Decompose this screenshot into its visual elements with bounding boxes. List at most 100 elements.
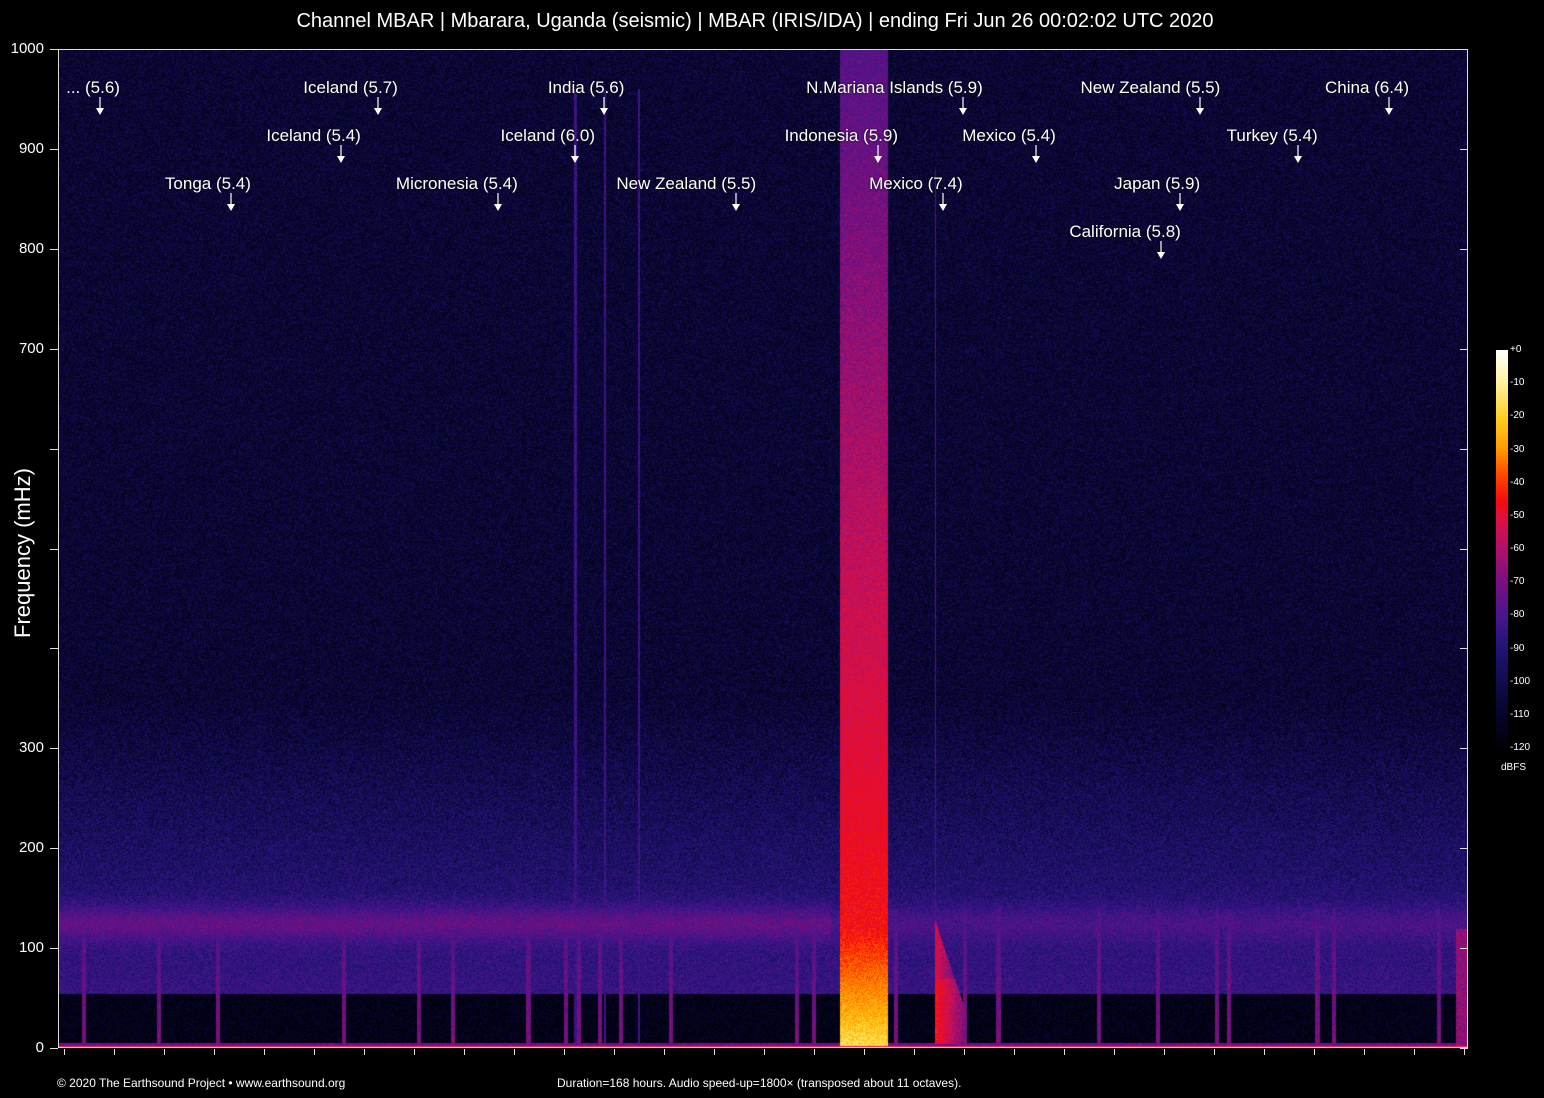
event-arrow-icon bbox=[1031, 145, 1040, 163]
x-tick bbox=[1263, 1049, 1265, 1055]
event-arrow-icon bbox=[336, 145, 345, 163]
colorbar bbox=[1496, 350, 1508, 748]
event-arrow-icon bbox=[493, 193, 502, 211]
x-tick bbox=[1163, 1049, 1165, 1055]
colorbar-tick-label: +0 bbox=[1510, 344, 1522, 355]
y-tick-right bbox=[1460, 548, 1468, 550]
y-tick-right bbox=[1460, 1048, 1468, 1049]
event-arrow-icon bbox=[1293, 145, 1302, 163]
x-tick bbox=[1113, 1049, 1115, 1055]
x-tick bbox=[1313, 1049, 1315, 1055]
x-tick bbox=[663, 1049, 665, 1055]
y-tick-right bbox=[1460, 648, 1468, 650]
y-tick-label: 1000 bbox=[10, 40, 44, 57]
event-arrow-icon bbox=[1176, 193, 1185, 211]
y-tick bbox=[50, 448, 58, 450]
x-tick bbox=[813, 1049, 815, 1055]
colorbar-tick-label: -20 bbox=[1510, 410, 1525, 422]
y-tick bbox=[50, 848, 58, 850]
colorbar-tick-label: -50 bbox=[1510, 509, 1525, 521]
x-tick bbox=[1063, 1049, 1065, 1055]
y-tick-right bbox=[1460, 49, 1468, 50]
x-tick bbox=[63, 1049, 65, 1055]
y-tick bbox=[50, 49, 58, 50]
colorbar-tick-label: -30 bbox=[1510, 443, 1525, 455]
event-arrow-icon bbox=[958, 97, 967, 115]
duration-info: Duration=168 hours. Audio speed-up=1800×… bbox=[557, 1076, 962, 1090]
x-tick bbox=[563, 1049, 565, 1055]
event-label: ... (5.6) bbox=[66, 78, 120, 97]
event-arrow-icon bbox=[1196, 97, 1205, 115]
event-arrow-icon bbox=[938, 193, 947, 211]
event-label: Japan (5.9) bbox=[1114, 174, 1201, 193]
y-tick-label: 200 bbox=[18, 839, 44, 857]
y-tick-right bbox=[1460, 748, 1468, 750]
x-tick bbox=[463, 1049, 465, 1055]
event-label: Iceland (6.0) bbox=[500, 126, 596, 145]
x-tick bbox=[513, 1049, 515, 1055]
event-label: New Zealand (5.5) bbox=[1080, 78, 1221, 97]
event-label: Iceland (5.4) bbox=[266, 126, 361, 145]
colorbar-tick-label: -120 bbox=[1510, 742, 1531, 753]
event-label: Iceland (5.7) bbox=[303, 78, 398, 97]
event-label: Tonga (5.4) bbox=[164, 174, 251, 193]
y-tick bbox=[50, 248, 58, 250]
y-tick bbox=[50, 348, 58, 350]
x-tick bbox=[1363, 1049, 1365, 1055]
x-tick bbox=[1013, 1049, 1015, 1055]
y-tick-right bbox=[1460, 148, 1468, 150]
event-arrow-icon bbox=[732, 193, 741, 211]
x-tick bbox=[313, 1049, 315, 1055]
y-tick-right bbox=[1460, 848, 1468, 850]
y-tick-label: 800 bbox=[18, 239, 44, 257]
y-tick-label: 100 bbox=[18, 939, 44, 957]
colorbar-tick-label: -60 bbox=[1510, 543, 1525, 554]
event-arrow-icon bbox=[226, 193, 235, 211]
y-tick-right bbox=[1460, 948, 1468, 950]
y-tick bbox=[50, 548, 58, 550]
y-tick-label: 900 bbox=[18, 139, 44, 157]
event-label: Mexico (7.4) bbox=[869, 174, 963, 193]
event-label: China (6.4) bbox=[1325, 78, 1410, 97]
y-tick-right bbox=[1460, 348, 1468, 350]
colorbar-tick-label: -80 bbox=[1510, 609, 1525, 621]
y-tick bbox=[50, 148, 58, 150]
colorbar-label: dBFS bbox=[1501, 762, 1527, 773]
spectrogram-heatmap bbox=[58, 49, 1468, 1048]
event-arrow-icon bbox=[373, 97, 382, 115]
event-arrow-icon bbox=[1156, 241, 1165, 259]
colorbar-tick-label: -40 bbox=[1510, 476, 1525, 488]
chart-title: Channel MBAR | Mbarara, Uganda (seismic)… bbox=[296, 10, 1214, 32]
event-label: N.Mariana Islands (5.9) bbox=[806, 78, 983, 97]
event-arrow-icon bbox=[873, 145, 882, 163]
x-tick bbox=[763, 1049, 765, 1055]
y-tick bbox=[50, 748, 58, 750]
y-tick-label: 0 bbox=[35, 1039, 44, 1056]
x-tick bbox=[613, 1049, 615, 1055]
x-tick bbox=[963, 1049, 965, 1055]
x-tick bbox=[913, 1049, 915, 1055]
y-tick bbox=[50, 648, 58, 650]
event-arrow-icon bbox=[600, 97, 609, 115]
x-tick bbox=[1413, 1049, 1415, 1055]
x-tick bbox=[863, 1049, 865, 1055]
y-tick bbox=[50, 1048, 58, 1049]
x-tick bbox=[363, 1049, 365, 1055]
colorbar-tick-label: -10 bbox=[1510, 377, 1525, 389]
y-tick-right bbox=[1460, 448, 1468, 450]
event-label: Turkey (5.4) bbox=[1226, 126, 1318, 145]
x-tick bbox=[413, 1049, 415, 1055]
event-arrow-icon bbox=[95, 97, 104, 115]
x-tick bbox=[163, 1049, 165, 1055]
x-tick bbox=[713, 1049, 715, 1055]
y-axis-title: Frequency (mHz) bbox=[10, 468, 35, 638]
colorbar-tick-label: -90 bbox=[1510, 642, 1525, 654]
colorbar-tick-label: -70 bbox=[1510, 576, 1525, 588]
x-tick bbox=[113, 1049, 115, 1055]
copyright-text: © 2020 The Earthsound Project • www.eart… bbox=[57, 1076, 346, 1090]
event-arrow-icon bbox=[1385, 97, 1394, 115]
event-label: Mexico (5.4) bbox=[962, 126, 1056, 145]
event-label: New Zealand (5.5) bbox=[616, 174, 757, 193]
y-tick-label: 700 bbox=[18, 339, 44, 357]
event-arrow-icon bbox=[571, 145, 579, 163]
